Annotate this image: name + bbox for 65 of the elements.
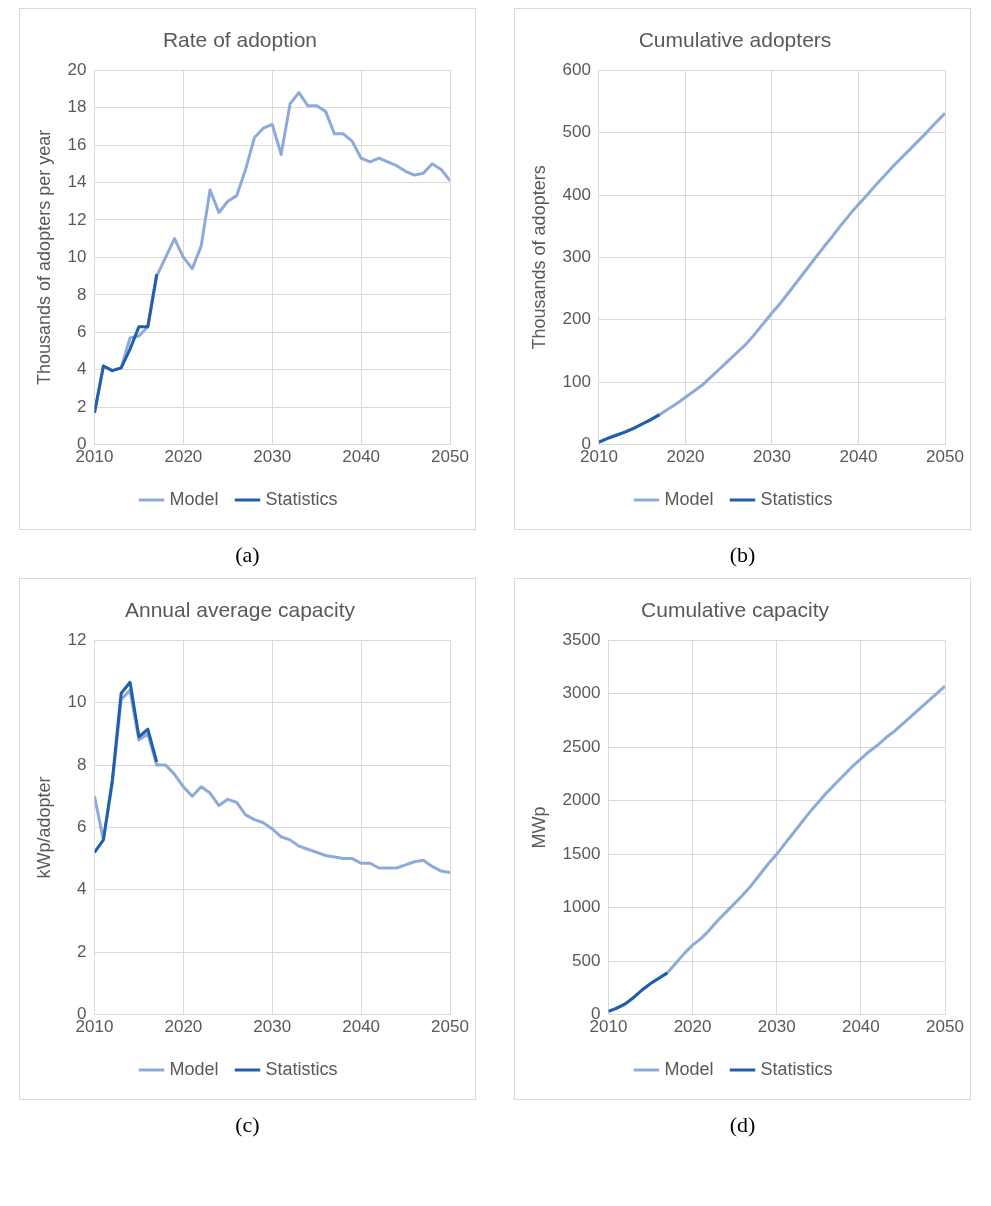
x-tick-label: 2040 [342,1017,381,1037]
x-tick-label: 2030 [753,447,791,467]
x-tick-label: 2020 [666,447,705,467]
legend-label: Statistics [760,1058,833,1079]
x-tick-label: 2040 [839,447,878,467]
legend-label: Model [169,1058,219,1079]
y-tick-label: 600 [562,59,591,79]
legend-label: Statistics [265,1058,338,1079]
y-axis-title: Thousands of adopters per year [33,129,54,385]
text: (b) [729,542,756,568]
y-tick-label: 2500 [562,736,601,756]
x-tick-label: 2040 [342,447,381,467]
x-tick-label: 2020 [164,447,203,467]
y-tick-label: 4 [77,879,87,899]
y-tick-label: 10 [67,692,87,712]
y-tick-label: 6 [77,321,87,341]
x-tick-label: 2040 [841,1017,880,1037]
text: (d) [729,1112,756,1138]
legend-label: Statistics [760,488,833,509]
y-tick-label: 1000 [562,897,601,917]
legend-label: Model [664,488,714,509]
y-tick-label: 16 [67,134,87,154]
text: (c) [235,1112,260,1138]
y-tick-label: 4 [77,359,87,379]
x-tick-label: 2020 [164,1017,203,1037]
chart-title: Annual average capacity [125,598,356,622]
legend-label: Statistics [265,488,338,509]
y-axis-title: Thousands of adopters [528,165,549,350]
y-tick-label: 12 [67,629,87,649]
y-tick-label: 500 [562,122,591,142]
y-tick-label: 200 [562,309,591,329]
y-tick-label: 100 [562,371,591,391]
chart-title: Cumulative capacity [641,598,830,622]
y-tick-label: 3000 [562,683,601,703]
y-axis-title: MWp [528,806,549,849]
y-tick-label: 2 [77,396,87,416]
legend-label: Model [664,1058,714,1079]
x-tick-label: 2020 [673,1017,712,1037]
y-tick-label: 2 [77,941,87,961]
y-tick-label: 500 [572,950,601,970]
y-tick-label: 400 [562,184,591,204]
x-tick-label: 2050 [431,1017,469,1037]
y-tick-label: 8 [77,284,87,304]
y-tick-label: 1500 [562,843,601,863]
chart-title: Cumulative adopters [638,28,832,52]
x-tick-label: 2050 [926,447,964,467]
y-tick-label: 6 [77,817,87,837]
y-tick-label: 8 [77,754,87,774]
y-tick-label: 10 [67,247,87,267]
y-tick-label: 18 [67,97,87,117]
y-tick-label: 2000 [562,790,601,810]
y-tick-label: 14 [67,172,87,192]
x-tick-label: 2050 [431,447,469,467]
y-tick-label: 12 [67,209,87,229]
x-tick-label: 2050 [926,1017,964,1037]
x-tick-label: 2030 [253,447,292,467]
x-tick-label: 2030 [757,1017,796,1037]
y-axis-title: kWp/adopter [33,776,54,879]
y-tick-label: 300 [562,247,591,267]
y-tick-label: 3500 [562,629,601,649]
x-tick-label: 2030 [253,1017,292,1037]
text: (a) [235,542,260,568]
legend-label: Model [169,488,219,509]
y-tick-label: 20 [67,59,87,79]
chart-title: Rate of adoption [162,28,318,52]
